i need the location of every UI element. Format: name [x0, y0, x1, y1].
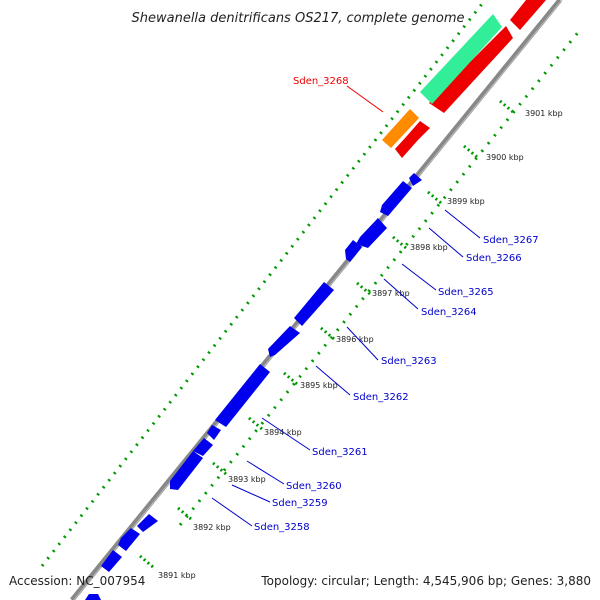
gene-label-sden-3263[interactable]: Sden_3263: [381, 356, 437, 367]
connector-sden-3260: [246, 460, 285, 485]
connector-sden-3265: [401, 263, 437, 291]
cds-feature[interactable]: [356, 218, 387, 248]
gene-label-sden-3266[interactable]: Sden_3266: [466, 253, 522, 264]
tick-label-3899: 3899 kbp: [447, 197, 485, 206]
connector-sden-3266: [428, 227, 464, 258]
topology-label: Topology: circular; Length: 4,545,906 bp…: [261, 574, 591, 588]
gene-label-sden-3261[interactable]: Sden_3261: [312, 447, 368, 458]
gene-label-sden-3259[interactable]: Sden_3259: [272, 498, 328, 509]
cds-feature[interactable]: [294, 282, 334, 326]
cds-feature[interactable]: [193, 438, 213, 456]
tick-3897: [356, 281, 371, 296]
gene-label-sden-3258[interactable]: Sden_3258: [254, 522, 310, 533]
cds-feature[interactable]: [85, 594, 101, 600]
gc-dot-track-inner: [178, 29, 582, 526]
orange-feature[interactable]: [382, 109, 419, 148]
tick-label-3898: 3898 kbp: [410, 243, 448, 252]
gene-label-sden-3264[interactable]: Sden_3264: [421, 307, 477, 318]
tick-label-3897: 3897 kbp: [372, 289, 410, 298]
cds-feature[interactable]: [118, 528, 140, 551]
tick-3895: [283, 371, 298, 386]
connector-sden-3258: [211, 497, 253, 527]
gene-label-sden-3268[interactable]: Sden_3268: [293, 76, 349, 87]
connector-sden-3268: [346, 85, 384, 113]
cds-feature[interactable]: [101, 550, 122, 572]
red-feature-top[interactable]: [510, 0, 546, 30]
tick-label-3895: 3895 kbp: [300, 381, 338, 390]
label-connectors: [211, 85, 481, 527]
tick-3898: [392, 235, 407, 250]
genome-title: Shewanella denitrificans OS217, complete…: [132, 11, 465, 26]
highlight-gene-feature[interactable]: [395, 121, 430, 158]
connector-sden-3267: [444, 209, 481, 239]
tick-3892: [177, 506, 192, 521]
tick-label-3892: 3892 kbp: [193, 523, 231, 532]
connector-sden-3261: [261, 417, 311, 451]
cds-feature[interactable]: [268, 326, 300, 357]
connector-sden-3264: [383, 278, 419, 310]
accession-label: Accession: NC_007954: [9, 574, 146, 588]
tick-3899: [427, 190, 442, 205]
tick-3900: [463, 144, 478, 159]
tick-label-3900: 3900 kbp: [486, 153, 524, 162]
cds-feature[interactable]: [215, 364, 270, 427]
tick-label-3891: 3891 kbp: [158, 571, 196, 580]
gene-label-sden-3265[interactable]: Sden_3265: [438, 287, 494, 298]
tick-label-3901: 3901 kbp: [525, 109, 563, 118]
teal-feature[interactable]: [420, 14, 502, 104]
cds-feature[interactable]: [207, 425, 221, 440]
gene-label-sden-3260[interactable]: Sden_3260: [286, 481, 342, 492]
tick-label-3893: 3893 kbp: [228, 475, 266, 484]
connector-sden-3262: [315, 365, 351, 396]
tick-3891: [139, 554, 154, 569]
outer-features: [382, 0, 546, 158]
gene-label-sden-3262[interactable]: Sden_3262: [353, 392, 409, 403]
cds-feature[interactable]: [170, 451, 203, 490]
cds-feature[interactable]: [137, 514, 158, 532]
connector-sden-3259: [231, 484, 271, 503]
red-feature[interactable]: [429, 26, 513, 113]
cds-feature[interactable]: [380, 181, 412, 216]
tick-label-3896: 3896 kbp: [336, 335, 374, 344]
tick-3901: [499, 99, 514, 114]
gene-label-sden-3267[interactable]: Sden_3267: [483, 235, 539, 246]
connector-sden-3263: [346, 326, 379, 361]
cds-feature[interactable]: [409, 173, 422, 186]
tick-3894: [248, 416, 263, 431]
cds-feature[interactable]: [345, 240, 362, 262]
cds-features: [85, 173, 422, 600]
